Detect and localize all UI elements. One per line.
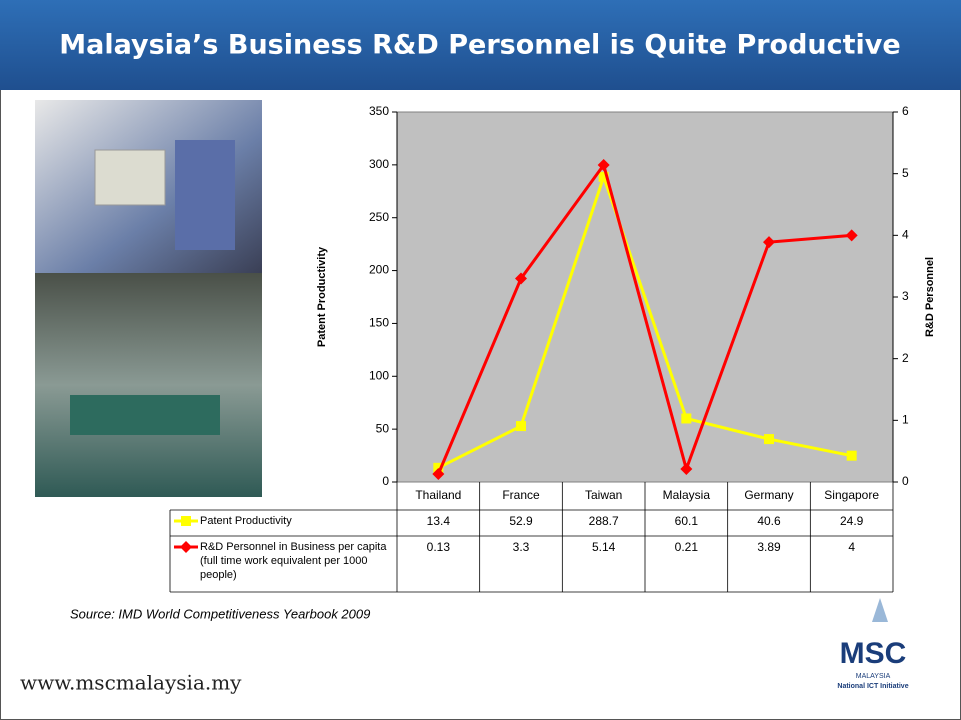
x-tick-label: Germany: [744, 488, 793, 502]
y-tick-label: 300: [369, 157, 389, 171]
y-tick-label: 0: [382, 474, 389, 488]
series-marker: [516, 421, 526, 432]
table-value: 52.9: [509, 514, 533, 528]
legend-label-box: Patent Productivity: [200, 515, 292, 527]
table-value: 24.9: [840, 514, 864, 528]
series-marker: [433, 462, 444, 473]
photo-monitor: [94, 149, 166, 206]
series-marker: [598, 171, 609, 182]
y2-axis-label: R&D Personnel: [924, 257, 936, 337]
logo-country: MALAYSIA: [856, 673, 891, 680]
series-marker: [845, 229, 858, 242]
y-axis-label: Patent Productivity: [316, 246, 328, 347]
photo-bench: [70, 395, 220, 435]
legend-marker: [181, 516, 191, 526]
footer-url: www.mscmalaysia.my: [20, 671, 242, 695]
series-line: [436, 161, 852, 475]
table-value: 40.6: [757, 514, 781, 528]
y-tick-label: 150: [369, 316, 389, 330]
x-tick-label: France: [502, 488, 540, 502]
legend-label: Patent Productivity: [200, 515, 292, 527]
series-marker: [432, 467, 445, 480]
logo: MSC MALAYSIA National ICT Initiative: [837, 598, 909, 690]
series-marker: [846, 450, 857, 461]
slide-title: Malaysia’s Business R&D Personnel is Qui…: [59, 30, 900, 61]
logo-name: MSC: [840, 637, 907, 670]
y-tick-label: 250: [369, 210, 389, 224]
x-tick-label: Taiwan: [585, 488, 622, 502]
legend-label: R&D Personnel in Business per capita (fu…: [200, 541, 387, 581]
logo-tagline: National ICT Initiative: [837, 683, 908, 690]
y-tick-label: 100: [369, 368, 389, 382]
photo-lab: [35, 273, 262, 497]
series-marker: [764, 434, 774, 445]
y2-tick-label: 6: [902, 104, 909, 118]
series-marker: [763, 236, 775, 249]
table-value: 3.89: [757, 540, 781, 554]
y2-tick-label: 4: [902, 228, 909, 242]
x-tick-label: Thailand: [415, 488, 461, 502]
y2-tick-label: 0: [902, 474, 909, 488]
legend-label-box: R&D Personnel in Business per capita (fu…: [200, 541, 387, 581]
series-marker: [597, 159, 610, 172]
legend-marker: [180, 541, 192, 553]
logo-tower: [872, 598, 888, 622]
x-tick-label: Singapore: [824, 488, 879, 502]
y2-tick-label: 3: [902, 289, 909, 303]
header-bar: [0, 0, 961, 90]
series-line: [437, 172, 852, 470]
table-value: 288.7: [589, 514, 619, 528]
series-marker: [681, 413, 692, 424]
y2-tick-label: 2: [902, 351, 909, 365]
table-value: 60.1: [675, 514, 699, 528]
x-tick-label: Malaysia: [663, 488, 711, 502]
table-value: 4: [848, 540, 855, 554]
y-tick-label: 200: [369, 263, 389, 277]
y2-tick-label: 5: [902, 166, 909, 180]
series-marker: [515, 272, 527, 285]
table-value: 0.13: [427, 540, 451, 554]
y-tick-label: 350: [369, 104, 389, 118]
table-value: 5.14: [592, 540, 616, 554]
y2-tick-label: 1: [902, 413, 909, 427]
photo-person: [175, 140, 235, 250]
y-tick-label: 50: [376, 421, 390, 435]
source-note: Source: IMD World Competitiveness Yearbo…: [70, 606, 370, 621]
table-value: 0.21: [675, 540, 699, 554]
table-value: 3.3: [513, 540, 530, 554]
table-value: 13.4: [427, 514, 451, 528]
series-marker: [680, 463, 693, 476]
